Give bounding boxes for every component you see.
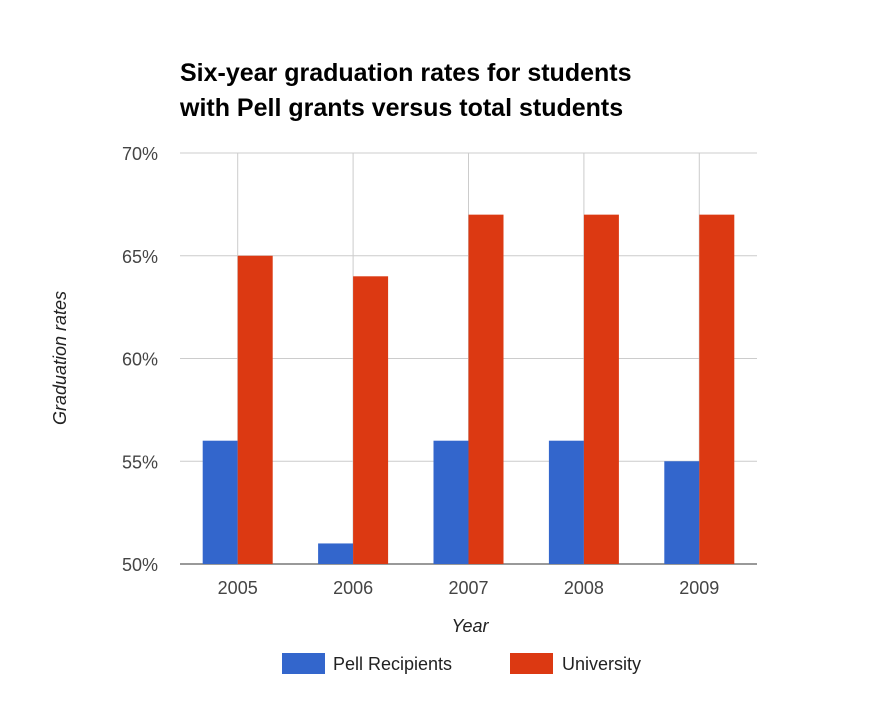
x-tick-label: 2007 bbox=[448, 578, 488, 598]
y-tick-label: 50% bbox=[122, 555, 158, 575]
x-tick-label: 2009 bbox=[679, 578, 719, 598]
bar-pell-recipients-2007 bbox=[433, 440, 469, 564]
x-tick-label: 2006 bbox=[333, 578, 373, 598]
legend-swatch-pell-recipients bbox=[282, 653, 325, 674]
y-tick-label: 65% bbox=[122, 247, 158, 267]
legend-swatch-university bbox=[510, 653, 553, 674]
legend-label-university: University bbox=[562, 654, 641, 674]
y-tick-label: 70% bbox=[122, 144, 158, 164]
bar-pell-recipients-2005 bbox=[202, 440, 238, 564]
bar-pell-recipients-2009 bbox=[664, 461, 700, 564]
bar-university-2008 bbox=[583, 214, 619, 564]
bars bbox=[202, 214, 735, 564]
x-axis-label: Year bbox=[451, 616, 489, 636]
legend-label-pell-recipients: Pell Recipients bbox=[333, 654, 452, 674]
bar-university-2007 bbox=[468, 214, 504, 564]
bar-pell-recipients-2008 bbox=[548, 440, 584, 564]
y-tick-label: 60% bbox=[122, 350, 158, 370]
y-axis-ticks: 50% 55% 60% 65% 70% bbox=[122, 144, 158, 575]
bar-university-2005 bbox=[237, 255, 273, 564]
x-tick-label: 2005 bbox=[218, 578, 258, 598]
bar-university-2006 bbox=[353, 276, 389, 564]
bar-pell-recipients-2006 bbox=[318, 543, 354, 564]
x-axis-ticks: 2005 2006 2007 2008 2009 bbox=[218, 578, 720, 598]
legend: Pell Recipients University bbox=[282, 653, 641, 674]
x-tick-label: 2008 bbox=[564, 578, 604, 598]
chart-title-line-2: with Pell grants versus total students bbox=[179, 94, 623, 122]
chart-title-line-1: Six-year graduation rates for students bbox=[180, 59, 632, 87]
bar-university-2009 bbox=[699, 214, 735, 564]
y-tick-label: 55% bbox=[122, 452, 158, 472]
y-axis-label: Graduation rates bbox=[50, 291, 70, 425]
